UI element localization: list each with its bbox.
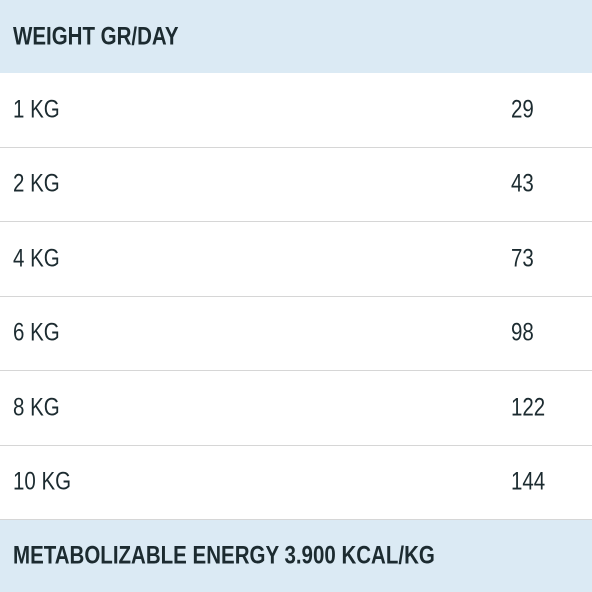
weight-cell: 8 KG — [13, 393, 60, 422]
table-row: 6 KG 98 — [0, 297, 592, 371]
table-row: 4 KG 73 — [0, 222, 592, 297]
footer-cell: METABOLIZABLE ENERGY 3.900 KCAL/KG — [13, 541, 435, 570]
table-row: 1 KG 29 — [0, 73, 592, 148]
grams-cell: 73 — [511, 244, 534, 273]
weight-cell: 10 KG — [13, 467, 72, 496]
header-row: WEIGHT GR/DAY — [0, 0, 592, 73]
table-row: 8 KG 122 — [0, 371, 592, 446]
grams-cell: 43 — [511, 169, 534, 198]
table-row: 2 KG 43 — [0, 148, 592, 222]
weight-cell: 4 KG — [13, 244, 60, 273]
grams-cell: 144 — [511, 467, 546, 496]
header-cell: WEIGHT GR/DAY — [13, 22, 179, 50]
grams-cell: 29 — [511, 95, 534, 124]
grams-cell: 98 — [511, 318, 534, 347]
weight-cell: 1 KG — [13, 95, 60, 124]
table-row: 10 KG 144 — [0, 446, 592, 520]
weight-cell: 6 KG — [13, 318, 60, 347]
grams-cell: 122 — [511, 393, 546, 422]
weight-cell: 2 KG — [13, 169, 60, 198]
footer-row: METABOLIZABLE ENERGY 3.900 KCAL/KG — [0, 520, 592, 592]
